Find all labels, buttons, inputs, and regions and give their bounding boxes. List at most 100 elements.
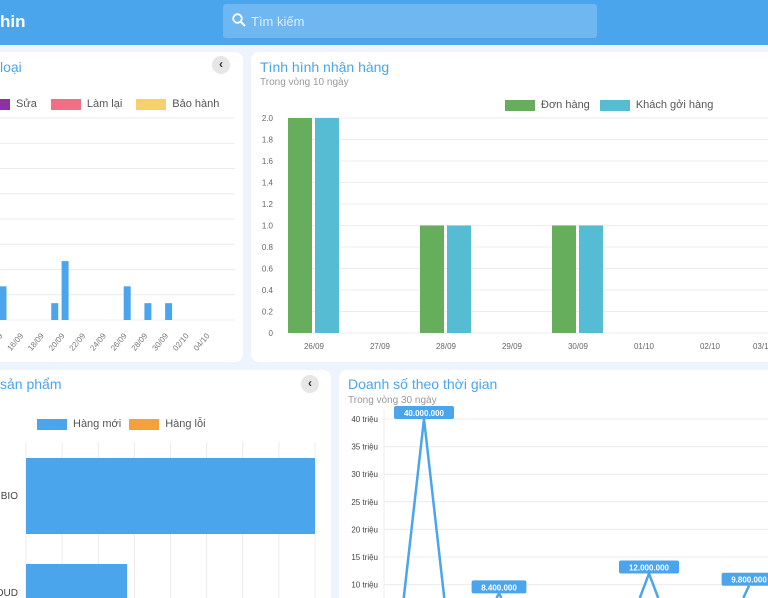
chevron-left-icon: ‹ bbox=[219, 57, 223, 71]
products-chart: BIO OUD bbox=[0, 442, 316, 598]
sales-line-segment bbox=[422, 418, 446, 598]
bar bbox=[165, 303, 173, 320]
back-button[interactable]: ‹ bbox=[301, 375, 319, 393]
sales-chart: 10 triệu 15 triệu 20 triệu 25 triệu 30 triệu… bbox=[351, 406, 768, 598]
x-tick-label: 14/09 bbox=[0, 331, 5, 353]
y-tick-label: OUD bbox=[0, 588, 18, 598]
bar bbox=[0, 286, 7, 320]
panel-sales: Doanh số theo thời gian Trong vòng 30 ng… bbox=[339, 370, 768, 598]
x-tick-label: 04/10 bbox=[192, 331, 212, 353]
bar bbox=[123, 286, 131, 320]
legend-label: Hàng lỗi bbox=[165, 418, 206, 430]
data-label: 40.000.000 bbox=[404, 409, 445, 418]
x-tick-label: 29/09 bbox=[502, 342, 523, 351]
bar-order bbox=[288, 118, 312, 333]
x-tick-label: 16/09 bbox=[5, 331, 25, 353]
y-tick-label: 1.4 bbox=[262, 179, 274, 188]
bar-order bbox=[552, 225, 576, 333]
panel-subtitle: Trong vòng 30 ngày bbox=[348, 395, 437, 406]
panel-types: loại ‹ Sửa Làm lại Bảo hành 14/09 16/09 18… bbox=[0, 52, 243, 362]
legend-swatch bbox=[129, 418, 160, 430]
y-tick-label: 25 triệu bbox=[351, 498, 378, 507]
x-tick-label: 24/09 bbox=[88, 331, 108, 353]
y-tick-label: 1.0 bbox=[262, 222, 274, 231]
bar-customer bbox=[447, 225, 471, 333]
search-box[interactable] bbox=[223, 4, 597, 38]
x-tick-label: 26/09 bbox=[304, 342, 325, 351]
x-tick-label: 30/09 bbox=[150, 331, 170, 353]
search-icon bbox=[232, 13, 246, 27]
sales-line-segment bbox=[402, 418, 426, 598]
legend-label: Sửa bbox=[16, 98, 37, 110]
legend: Hàng mới Hàng lỗi bbox=[31, 418, 206, 430]
chevron-left-icon: ‹ bbox=[308, 376, 312, 390]
back-button[interactable]: ‹ bbox=[212, 56, 230, 74]
bar bbox=[61, 261, 69, 320]
panel-subtitle: Trong vòng 10 ngày bbox=[260, 77, 349, 88]
top-header: hin bbox=[0, 0, 768, 45]
legend: Sửa Làm lại Bảo hành bbox=[0, 98, 219, 110]
y-tick-label: 0.2 bbox=[262, 308, 274, 317]
y-tick-label: 2.0 bbox=[262, 114, 274, 123]
panel-title: sản phẩm bbox=[0, 376, 62, 392]
legend-swatch bbox=[37, 418, 67, 430]
x-tick-label: 28/09 bbox=[130, 331, 150, 353]
x-tick-label: 27/09 bbox=[370, 342, 391, 351]
y-tick-label: 1.8 bbox=[262, 136, 274, 145]
panel-products: sản phẩm ‹ Hàng mới Hàng lỗi BIO OUD bbox=[0, 370, 331, 598]
types-chart: 14/09 16/09 18/09 20/09 22/09 24/09 26/09 28/09… bbox=[0, 117, 235, 353]
x-tick-label: 01/10 bbox=[634, 342, 655, 351]
y-tick-label: 1.2 bbox=[262, 200, 274, 209]
panel-title: loại bbox=[0, 59, 22, 75]
sales-line-segment bbox=[638, 573, 651, 598]
y-tick-label: 20 triệu bbox=[351, 525, 378, 534]
data-label: 8.400.000 bbox=[481, 583, 517, 592]
y-tick-label: BIO bbox=[1, 491, 18, 502]
y-tick-label: 1.6 bbox=[262, 157, 274, 166]
x-tick-label: 30/09 bbox=[568, 342, 589, 351]
legend-label: Khách gởi hàng bbox=[635, 99, 714, 111]
legend-swatch bbox=[136, 98, 167, 110]
y-tick-label: 0.4 bbox=[262, 286, 274, 295]
search-input[interactable] bbox=[251, 4, 581, 38]
data-label-bg bbox=[471, 580, 527, 594]
legend: Đơn hàng Khách gởi hàng bbox=[499, 99, 713, 111]
receive-chart: 0 0.2 0.4 0.6 0.8 1.0 1.2 1.4 1.6 1.8 2.0 26/09 27/0… bbox=[262, 114, 768, 351]
y-tick-label: 30 triệu bbox=[351, 470, 378, 479]
x-tick-label: 22/09 bbox=[68, 331, 88, 353]
bar bbox=[51, 303, 59, 320]
data-label: 12.000.000 bbox=[629, 564, 670, 573]
y-tick-label: 0 bbox=[269, 329, 274, 338]
bar-new bbox=[26, 458, 315, 534]
x-tick-label: 02/10 bbox=[700, 342, 721, 351]
data-label: 9.800.000 bbox=[731, 576, 767, 585]
x-tick-label: 02/10 bbox=[171, 331, 191, 353]
data-label-bg bbox=[721, 572, 768, 586]
app-title: hin bbox=[0, 12, 26, 31]
panel-title: Tình hình nhận hàng bbox=[260, 59, 390, 75]
x-tick-label: 18/09 bbox=[26, 331, 46, 353]
y-tick-label: 35 triệu bbox=[351, 443, 378, 452]
y-tick-label: 0.8 bbox=[262, 243, 274, 252]
legend-swatch bbox=[50, 98, 81, 110]
legend-swatch bbox=[505, 99, 535, 111]
x-tick-label: 03/10 bbox=[753, 342, 768, 351]
bar-new bbox=[26, 564, 128, 598]
bar-customer bbox=[579, 225, 603, 333]
y-tick-label: 15 triệu bbox=[351, 553, 378, 562]
legend-label: Hàng mới bbox=[73, 418, 122, 430]
legend-swatch bbox=[0, 98, 10, 110]
sales-line-segment bbox=[497, 592, 503, 598]
bar bbox=[144, 303, 152, 320]
legend-label: Đơn hàng bbox=[541, 99, 590, 111]
data-label-bg bbox=[394, 406, 454, 419]
panel-receive: Tình hình nhận hàng Trong vòng 10 ngày Đ… bbox=[251, 52, 768, 362]
x-tick-label: 28/09 bbox=[436, 342, 457, 351]
data-label-bg bbox=[619, 560, 679, 574]
x-tick-label: 26/09 bbox=[109, 331, 129, 353]
legend-label: Bảo hành bbox=[172, 98, 220, 110]
sales-line-segment bbox=[647, 573, 660, 598]
panel-title: Doanh số theo thời gian bbox=[348, 376, 498, 392]
x-tick-label: 20/09 bbox=[47, 331, 67, 353]
bar-order bbox=[420, 225, 444, 333]
